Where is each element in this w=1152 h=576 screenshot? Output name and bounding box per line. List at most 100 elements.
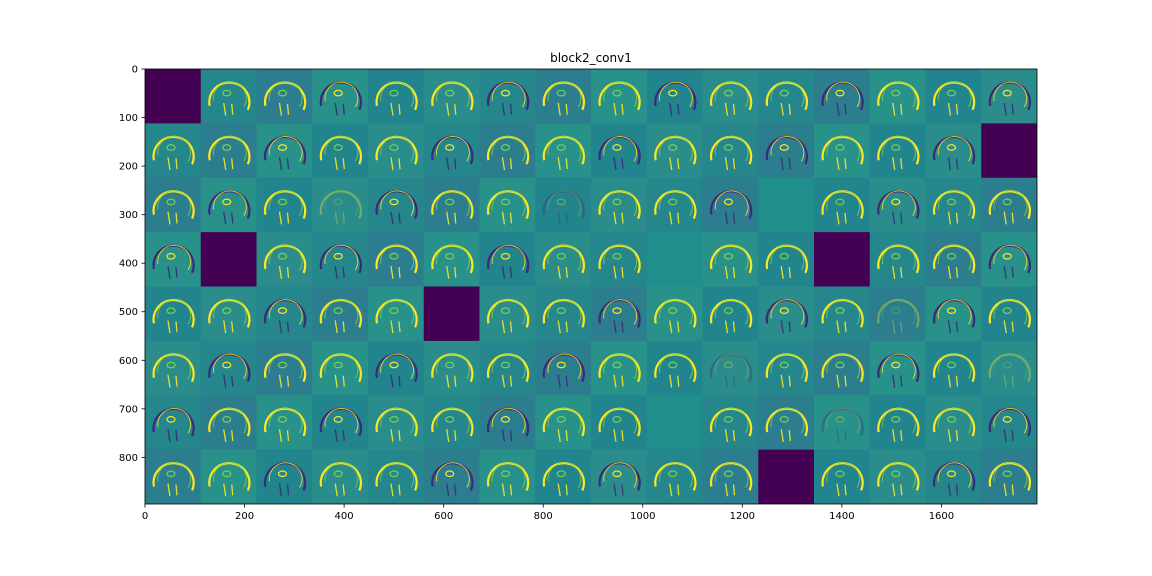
- feature-map-tile: [145, 232, 202, 287]
- feature-map-tile: [814, 177, 871, 233]
- feature-map-tile: [312, 449, 369, 504]
- feature-map-tile: [591, 123, 648, 179]
- feature-map-tile: [981, 340, 1037, 396]
- x-tick-label: 1000: [630, 511, 655, 522]
- feature-map-tile: [702, 449, 759, 504]
- feature-map-tile: [200, 340, 257, 396]
- feature-map-tile: [145, 340, 202, 396]
- feature-map-tile: [646, 395, 703, 451]
- feature-map-tile: [925, 123, 982, 179]
- feature-map-tile: [869, 449, 926, 504]
- y-tick-label: 500: [119, 307, 138, 318]
- y-tick-label: 400: [119, 259, 138, 270]
- x-tick-label: 600: [434, 511, 453, 522]
- feature-map-tile: [646, 449, 703, 504]
- feature-map-tile: [479, 286, 536, 342]
- feature-map-tile: [981, 69, 1037, 124]
- feature-map-tile: [814, 232, 871, 287]
- feature-map-tile: [535, 395, 592, 451]
- feature-map-tile: [869, 177, 926, 233]
- feature-map-tile: [814, 340, 871, 396]
- feature-map-tile: [200, 69, 257, 124]
- feature-map-tile: [646, 232, 703, 287]
- x-tick-label: 1200: [730, 511, 755, 522]
- feature-map-tile: [814, 395, 871, 451]
- feature-map-tile: [200, 123, 257, 179]
- feature-map-tile: [368, 286, 425, 342]
- feature-map-tile: [256, 69, 313, 124]
- feature-map-tile: [145, 69, 202, 124]
- feature-map-tile: [702, 177, 759, 233]
- feature-map-tile: [423, 69, 480, 124]
- feature-map-tile: [535, 340, 592, 396]
- feature-map-tile: [646, 123, 703, 179]
- feature-map-tile: [479, 340, 536, 396]
- feature-map-tile: [479, 395, 536, 451]
- y-tick-label: 200: [119, 162, 138, 173]
- feature-map-tile: [368, 340, 425, 396]
- feature-map-tile: [256, 232, 313, 287]
- feature-map-tile: [368, 123, 425, 179]
- feature-map-tile: [925, 449, 982, 504]
- feature-map-tile: [368, 232, 425, 287]
- feature-map-tile: [869, 340, 926, 396]
- feature-map-tile: [312, 340, 369, 396]
- feature-map-tile: [869, 123, 926, 179]
- x-tick-label: 400: [335, 511, 354, 522]
- feature-map-tile: [758, 69, 815, 124]
- feature-map-tile: [423, 123, 480, 179]
- feature-map-tile: [200, 232, 257, 287]
- feature-map-tile: [925, 395, 982, 451]
- feature-map-tile: [702, 286, 759, 342]
- feature-map-tile: [256, 177, 313, 233]
- y-tick-label: 300: [119, 210, 138, 221]
- feature-map-tile: [814, 123, 871, 179]
- feature-map-tile: [925, 232, 982, 287]
- x-tick-label: 800: [534, 511, 553, 522]
- feature-map-tile: [981, 177, 1037, 233]
- feature-map-tile: [814, 286, 871, 342]
- feature-map-tile: [646, 177, 703, 233]
- feature-map-tile: [256, 286, 313, 342]
- feature-map-tile: [535, 177, 592, 233]
- y-tick-label: 100: [119, 113, 138, 124]
- feature-map-tile: [758, 232, 815, 287]
- feature-map-tile: [591, 69, 648, 124]
- feature-map-tile: [200, 286, 257, 342]
- feature-map-tile: [758, 286, 815, 342]
- feature-map-tile: [925, 177, 982, 233]
- feature-map-tile: [479, 69, 536, 124]
- feature-map-tile: [368, 177, 425, 233]
- x-axis: 0 200 400 600 800 1000 1200 1400 1600: [142, 504, 954, 522]
- feature-map-tile: [312, 69, 369, 124]
- feature-map-tile: [256, 395, 313, 451]
- feature-map-tile: [535, 449, 592, 504]
- feature-map-tile: [869, 395, 926, 451]
- y-tick-label: 0: [132, 65, 138, 76]
- feature-map-tile: [925, 286, 982, 342]
- feature-map-tile: [646, 340, 703, 396]
- feature-map-tile: [758, 340, 815, 396]
- feature-map-tile: [981, 232, 1037, 287]
- feature-map-tile: [814, 69, 871, 124]
- feature-map-tile: [423, 340, 480, 396]
- feature-map-tile: [702, 123, 759, 179]
- feature-map-tile: [145, 449, 202, 504]
- feature-map-tile: [758, 123, 815, 179]
- feature-map-tile: [981, 123, 1037, 179]
- feature-map-tile: [981, 286, 1037, 342]
- feature-map-tile: [256, 340, 313, 396]
- feature-map-tile: [646, 286, 703, 342]
- y-tick-label: 600: [119, 356, 138, 367]
- y-tick-label: 800: [119, 453, 138, 464]
- x-tick-label: 1600: [929, 511, 954, 522]
- feature-map-tile: [591, 177, 648, 233]
- y-axis: 0 100 200 300 400 500 600 700 800: [119, 65, 145, 464]
- plot-title: block2_conv1: [550, 51, 632, 65]
- feature-map-tile: [981, 449, 1037, 504]
- feature-map-tile: [368, 395, 425, 451]
- feature-map-tile: [256, 123, 313, 179]
- feature-map-tile: [758, 395, 815, 451]
- y-tick-label: 700: [119, 404, 138, 415]
